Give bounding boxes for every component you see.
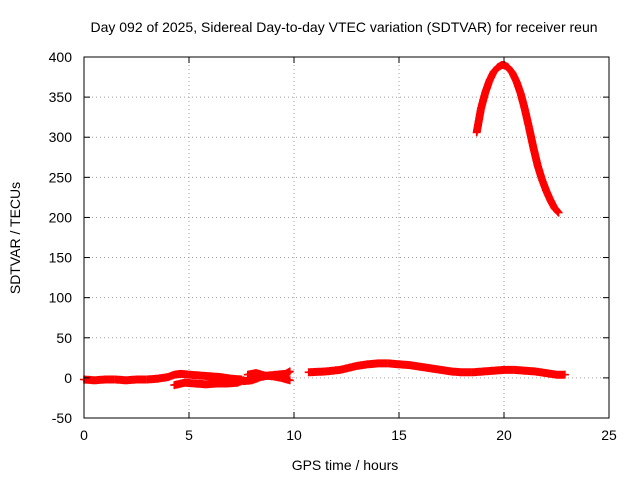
y-tick-label: 250 <box>49 169 73 185</box>
series-4-end-marker <box>285 376 294 385</box>
series-3-end-marker <box>285 367 294 376</box>
series-5 <box>304 359 569 379</box>
x-tick-label: 20 <box>496 427 512 443</box>
y-tick-label: 100 <box>49 290 73 306</box>
series-5-end-marker <box>560 370 569 379</box>
chart-title: Day 092 of 2025, Sidereal Day-to-day VTE… <box>90 19 597 35</box>
y-axis-label: SDTVAR / TECUs <box>7 182 23 294</box>
series-6 <box>472 61 563 217</box>
series-1 <box>80 369 246 385</box>
y-tick-label: 350 <box>49 89 73 105</box>
series-6-end-marker <box>554 208 563 217</box>
y-tick-label: 0 <box>64 370 72 386</box>
x-axis-label: GPS time / hours <box>292 457 399 473</box>
x-tick-label: 5 <box>185 427 193 443</box>
grid-layer <box>84 57 609 418</box>
series-6-marker-run <box>504 63 516 76</box>
x-tick-label: 10 <box>286 427 302 443</box>
series-4 <box>243 369 294 385</box>
x-tick-label: 25 <box>601 427 617 443</box>
y-tick-label: 200 <box>49 209 73 225</box>
y-tick-label: -50 <box>52 410 72 426</box>
x-tick-label: 15 <box>391 427 407 443</box>
series-6-marker-run <box>489 64 501 77</box>
plot-frame <box>83 56 610 419</box>
y-tick-label: 400 <box>49 49 73 65</box>
y-tick-label: 50 <box>56 330 72 346</box>
y-tick-label: 300 <box>49 129 73 145</box>
series-layer <box>80 61 569 390</box>
y-tick-label: 150 <box>49 250 73 266</box>
x-tick-label: 0 <box>80 427 88 443</box>
tick-layer: 0 5 10 15 20 25 -50 0 50 100 150 200 250 300 350 400 <box>49 49 617 443</box>
